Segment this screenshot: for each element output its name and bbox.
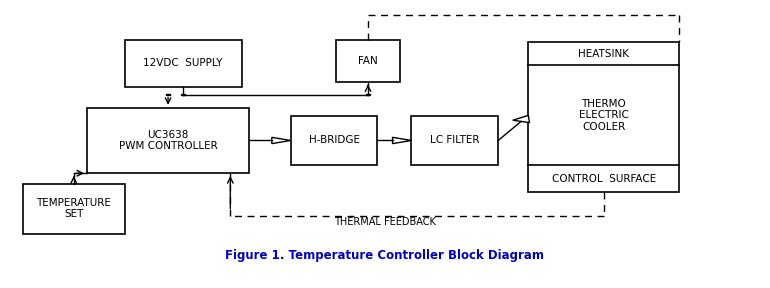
Text: UC3638
PWM CONTROLLER: UC3638 PWM CONTROLLER [119,130,217,151]
Text: HEATSINK: HEATSINK [578,49,629,59]
Text: THERMO
ELECTRIC
COOLER: THERMO ELECTRIC COOLER [579,99,629,132]
Polygon shape [513,115,530,123]
Bar [166,94,170,95]
Polygon shape [272,137,290,144]
Bar [125,39,242,87]
Bar [23,184,125,234]
Bar [290,115,377,165]
Text: TEMPERATURE
SET: TEMPERATURE SET [36,198,111,219]
Bar [87,108,249,173]
Bar [411,115,498,165]
Text: H-BRIDGE: H-BRIDGE [309,135,360,145]
Bar [336,39,400,82]
Text: FAN: FAN [358,56,378,66]
Text: LC FILTER: LC FILTER [430,135,480,145]
Bar [366,94,370,95]
Bar [181,94,186,95]
Text: 12VDC  SUPPLY: 12VDC SUPPLY [143,58,223,68]
Polygon shape [393,137,411,144]
Bar [528,42,679,192]
Text: Figure 1. Temperature Controller Block Diagram: Figure 1. Temperature Controller Block D… [226,249,544,262]
Text: THERMAL FEEDBACK: THERMAL FEEDBACK [334,217,436,227]
Text: CONTROL  SURFACE: CONTROL SURFACE [552,173,656,183]
